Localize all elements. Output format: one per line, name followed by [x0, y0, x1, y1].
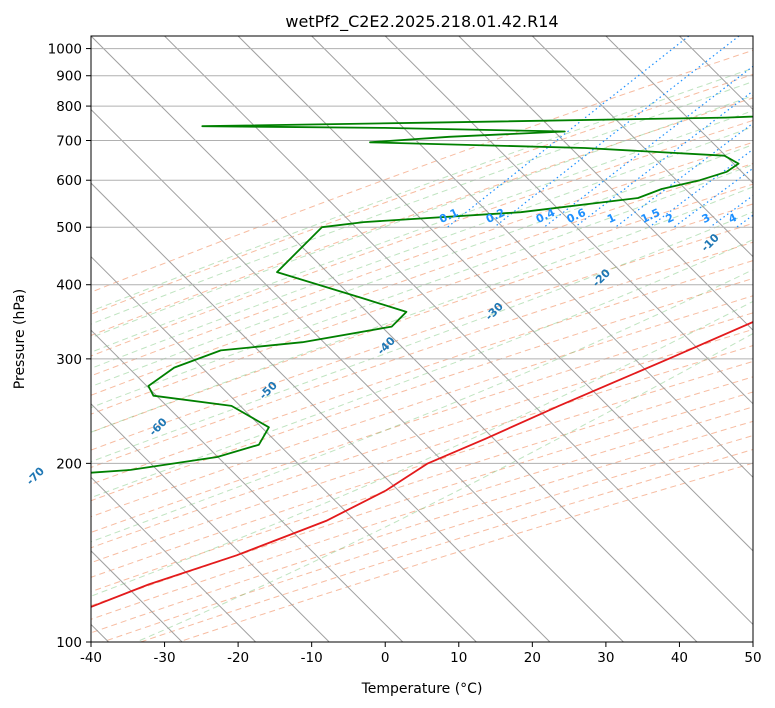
dry-adiabat	[91, 328, 753, 549]
axes: -40 -30 -20 -10 0 10 20 30 40 50 1000 900 800 700 600 5…	[48, 42, 762, 666]
dry-adiabat	[91, 277, 753, 502]
plot-frame	[90, 35, 754, 643]
y-axis-label: Pressure (hPa)	[12, 289, 28, 389]
dry-adiabat	[91, 97, 753, 336]
isotherm	[605, 36, 753, 184]
mixing-ratio-line	[648, 148, 753, 228]
dry-adiabat	[91, 141, 753, 377]
y-tick-label: 100	[56, 635, 82, 651]
isotherm	[237, 36, 753, 552]
mixing-ratio-line	[447, 36, 690, 228]
x-tick-label: -10	[301, 650, 323, 666]
x-tick-label: -40	[80, 650, 102, 666]
x-tick-label: 50	[744, 650, 761, 666]
y-tick-label: 300	[56, 352, 82, 368]
isotherm	[458, 36, 753, 331]
dewpoint-line	[91, 115, 753, 474]
dry-adiabat	[91, 312, 753, 533]
moist-adiabat	[91, 126, 753, 369]
y-tick-label: 900	[56, 69, 82, 85]
y-tick-label: 400	[56, 278, 82, 294]
y-tick-label: 800	[56, 99, 82, 115]
y-tick-label: 700	[56, 133, 82, 149]
isotherm	[384, 36, 753, 405]
y-tick-label: 500	[56, 220, 82, 236]
isotherm	[91, 182, 551, 642]
dry-adiabat	[91, 360, 753, 578]
moist-adiabat	[91, 144, 753, 388]
dry-adiabat	[91, 183, 753, 415]
dry-adiabat	[91, 376, 753, 593]
moist-adiabat	[91, 81, 753, 325]
y-tick-label: 1000	[48, 42, 82, 58]
x-tick-label: 20	[524, 650, 541, 666]
isotherm	[91, 255, 477, 642]
isotherm	[91, 476, 257, 642]
plot-area	[91, 36, 753, 642]
x-tick-label: -30	[154, 650, 176, 666]
isotherm	[531, 36, 753, 258]
moist-adiabat	[91, 163, 753, 409]
dry-adiabat	[91, 119, 753, 357]
y-tick-label: 200	[56, 456, 82, 472]
isotherm	[311, 36, 753, 479]
chart-title: wetPf2_C2E2.2025.218.01.42.R14	[285, 12, 558, 32]
x-tick-label: 0	[381, 650, 390, 666]
moist-adiabat	[91, 110, 753, 353]
isotherm	[91, 36, 698, 642]
dry-adiabat	[91, 73, 753, 315]
x-axis-label: Temperature (°C)	[361, 681, 483, 697]
x-tick-label: 40	[671, 650, 688, 666]
moist-adiabat	[91, 67, 753, 312]
moist-adiabat	[91, 211, 753, 463]
temperature-line	[91, 320, 753, 608]
y-tick-label: 600	[56, 173, 82, 189]
isotherm	[164, 36, 753, 626]
mixing-ratio-line	[574, 90, 753, 228]
profile-lines	[91, 115, 753, 608]
x-tick-label: 10	[450, 650, 467, 666]
dry-adiabat	[91, 222, 753, 451]
x-tick-label: -20	[227, 650, 249, 666]
moist-adiabat	[91, 186, 753, 433]
dry-adiabat	[91, 162, 753, 396]
isotherm	[91, 403, 330, 642]
x-tick-label: 30	[597, 650, 614, 666]
dry-adiabat	[91, 49, 753, 293]
isotherm	[91, 329, 404, 642]
moist-adiabat	[136, 332, 753, 642]
moist-adiabat	[91, 95, 753, 339]
